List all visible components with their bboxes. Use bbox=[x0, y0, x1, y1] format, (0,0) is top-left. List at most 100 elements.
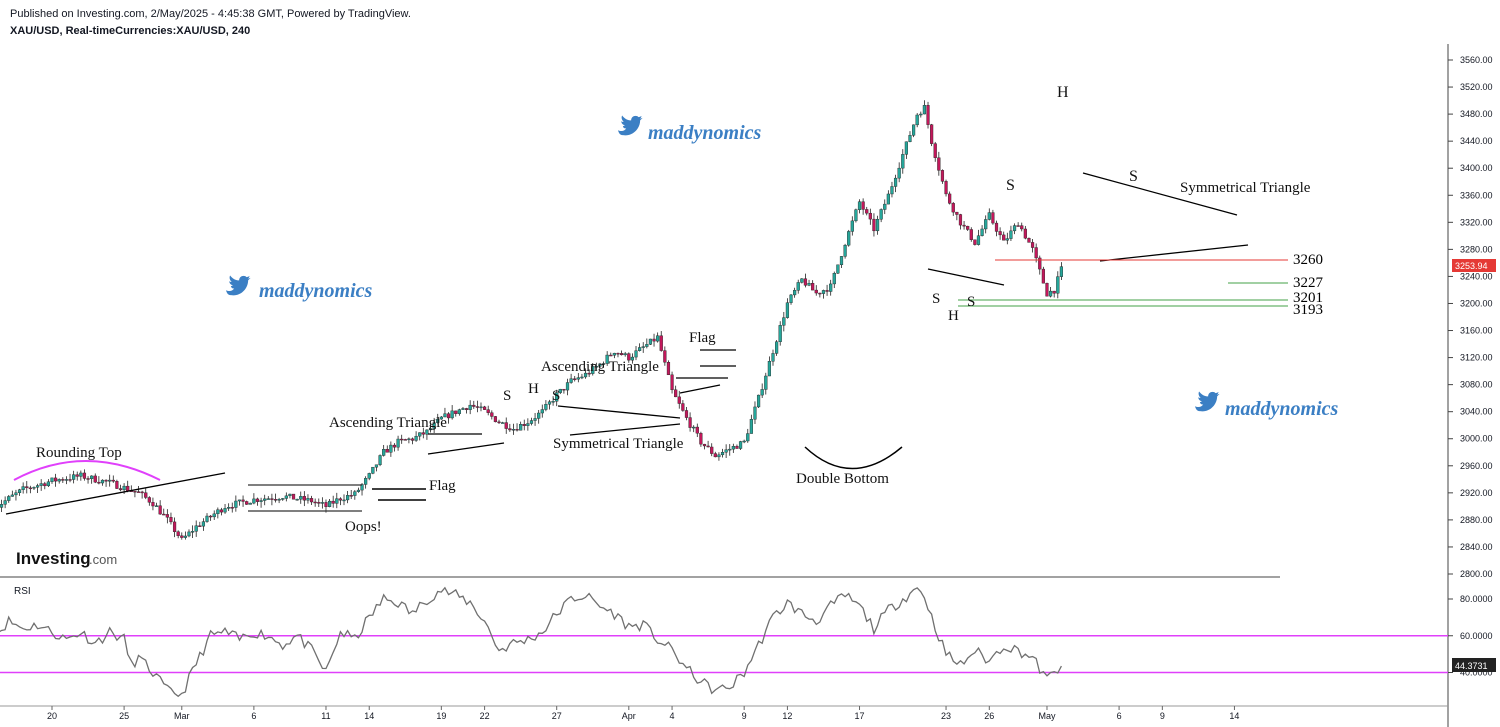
candle-body bbox=[21, 486, 25, 490]
candle-body bbox=[227, 507, 231, 509]
investing-logo: Investing .com bbox=[16, 549, 117, 568]
candle-body bbox=[281, 498, 285, 500]
candle-body bbox=[1012, 225, 1017, 232]
candle-body bbox=[75, 474, 79, 477]
candle-body bbox=[1027, 237, 1031, 243]
candle-body bbox=[1016, 225, 1020, 227]
candle-body bbox=[158, 505, 162, 515]
candle-body bbox=[327, 500, 332, 507]
candle-body bbox=[544, 404, 548, 410]
candle-body bbox=[266, 498, 270, 500]
candle-body bbox=[331, 500, 335, 504]
candle-body bbox=[172, 521, 177, 532]
candle-body bbox=[472, 404, 476, 407]
candle-body bbox=[194, 525, 198, 532]
candle-body bbox=[183, 535, 187, 538]
candle-body bbox=[100, 479, 105, 484]
candle-body bbox=[785, 302, 790, 318]
candle-body bbox=[25, 486, 29, 489]
candle-body bbox=[1020, 225, 1024, 230]
candle-body bbox=[886, 193, 890, 205]
candle-body bbox=[86, 478, 90, 480]
price-tick-label: 2920.00 bbox=[1460, 488, 1493, 498]
time-tick-label: 6 bbox=[251, 711, 256, 721]
candle-body bbox=[634, 350, 638, 358]
candle-body bbox=[684, 410, 689, 418]
candle-body bbox=[843, 244, 847, 257]
candle-body bbox=[641, 346, 645, 348]
candle-body bbox=[926, 105, 930, 125]
watermark-2: maddynomics bbox=[226, 275, 373, 302]
candle-body bbox=[169, 517, 173, 523]
time-tick-label: 14 bbox=[364, 711, 374, 721]
candle-body bbox=[436, 418, 440, 423]
candle-body bbox=[814, 289, 818, 294]
candle-body bbox=[252, 498, 256, 504]
logo-suffix: .com bbox=[89, 552, 117, 567]
levels: 3260 3227 3201 3193 bbox=[958, 252, 1324, 318]
candle-body bbox=[681, 403, 685, 411]
candle-body bbox=[656, 335, 660, 342]
candle-body bbox=[428, 428, 433, 431]
candle-body bbox=[464, 408, 469, 410]
candle-body bbox=[1059, 266, 1063, 277]
candle-body bbox=[998, 231, 1002, 236]
watermark-1: maddynomics bbox=[618, 115, 762, 144]
candle-body bbox=[580, 376, 584, 379]
label-ascending-triangle-1: Ascending Triangle bbox=[329, 415, 447, 431]
rounding-top-arc bbox=[13, 460, 161, 481]
candle-body bbox=[991, 212, 995, 224]
candle-body bbox=[104, 479, 108, 482]
sym-tri1-bottom bbox=[569, 423, 681, 436]
candle-body bbox=[742, 440, 746, 443]
candle-body bbox=[511, 429, 516, 431]
current-price-tag: 3253.94 bbox=[1452, 259, 1496, 272]
candle-body bbox=[176, 531, 180, 536]
candle-body bbox=[724, 449, 728, 453]
candle-body bbox=[216, 509, 220, 515]
candle-body bbox=[648, 338, 653, 345]
candle-body bbox=[547, 401, 552, 405]
candle-body bbox=[486, 409, 490, 413]
candle-body bbox=[940, 170, 945, 182]
candle-body bbox=[793, 290, 797, 296]
candle-body bbox=[951, 203, 955, 213]
candle-body bbox=[14, 492, 18, 496]
candle-body bbox=[803, 278, 808, 286]
time-tick-label: 22 bbox=[480, 711, 490, 721]
twitter-bird-icon bbox=[226, 275, 251, 296]
candle-body bbox=[133, 490, 137, 493]
candle-body bbox=[652, 338, 656, 342]
label-symmetrical-triangle-1: Symmetrical Triangle bbox=[553, 436, 684, 452]
candle-body bbox=[591, 366, 595, 374]
candle-body bbox=[425, 429, 429, 435]
candle-body bbox=[933, 143, 937, 158]
level-3201-label: 3201 bbox=[1293, 290, 1323, 306]
candle-body bbox=[46, 481, 50, 487]
pattern-drawings bbox=[5, 172, 1249, 515]
candle-body bbox=[3, 500, 7, 505]
candle-body bbox=[338, 498, 342, 501]
candle-body bbox=[39, 483, 43, 486]
candle-body bbox=[165, 514, 169, 518]
price-tick-label: 3520.00 bbox=[1460, 82, 1493, 92]
watermark-3: maddynomics bbox=[1195, 391, 1339, 420]
candle-body bbox=[638, 347, 642, 351]
candle-body bbox=[443, 413, 447, 418]
candle-body bbox=[389, 444, 393, 453]
candle-body bbox=[324, 502, 328, 507]
candle-body bbox=[839, 256, 844, 266]
label-h-2: H bbox=[948, 308, 959, 324]
sym-tri2-bottom bbox=[1099, 244, 1249, 262]
price-tick-label: 2880.00 bbox=[1460, 515, 1493, 525]
price-tick-label: 3320.00 bbox=[1460, 217, 1493, 227]
time-axis: 20 25 Mar 6 11 14 19 22 27 Apr 4 9 12 17 23 26 May 6 9 14 bbox=[47, 706, 1239, 721]
candle-body bbox=[847, 231, 851, 246]
label-ascending-triangle-2: Ascending Triangle bbox=[541, 359, 659, 375]
candle-body bbox=[984, 219, 988, 230]
rsi-tick-label: 80.0000 bbox=[1460, 594, 1493, 604]
candle-body bbox=[364, 478, 368, 485]
candle-body bbox=[994, 222, 999, 232]
candle-body bbox=[857, 201, 862, 210]
